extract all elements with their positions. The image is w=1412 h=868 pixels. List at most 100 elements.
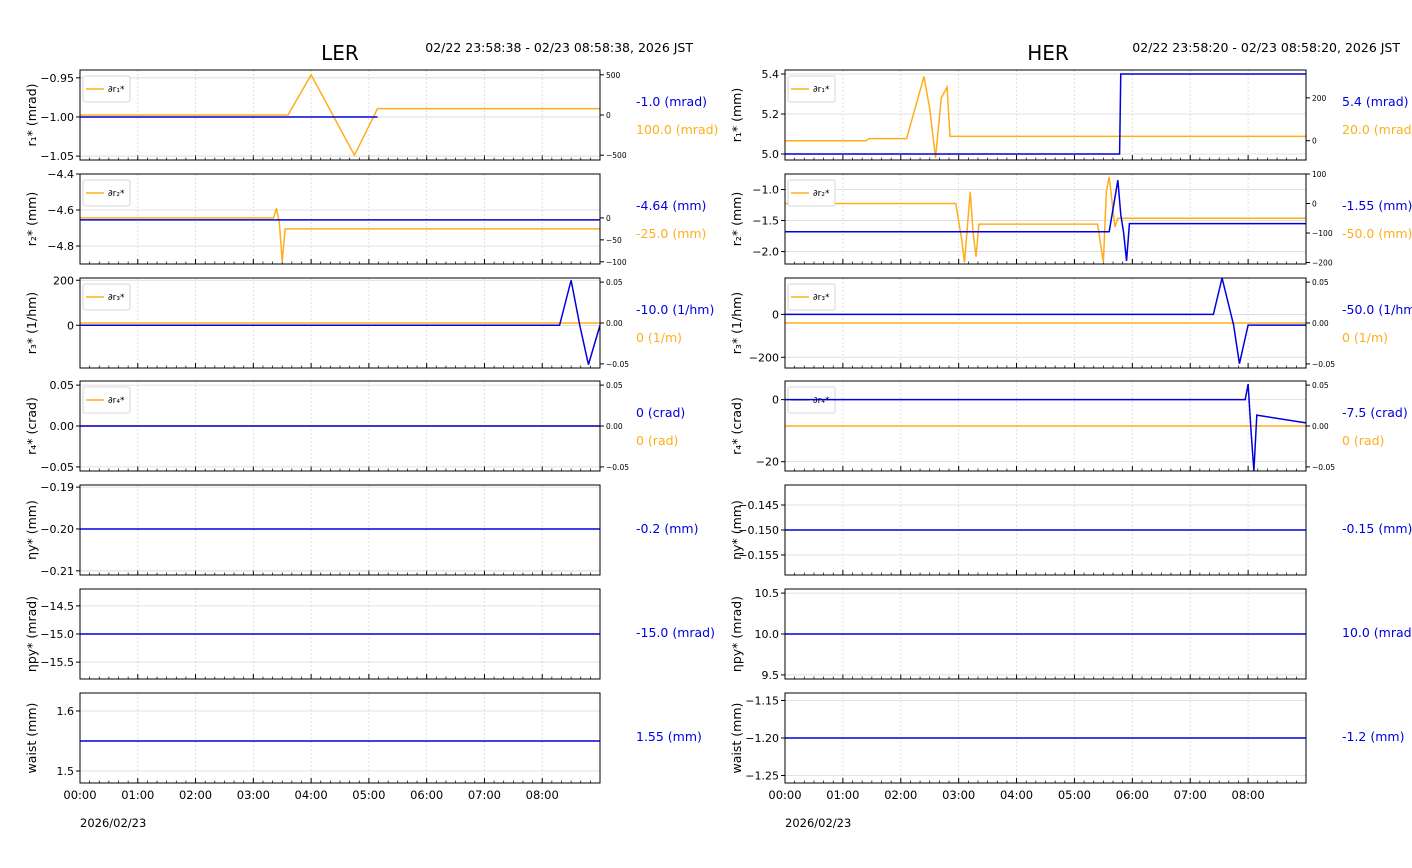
y-tick-label: −20	[756, 456, 779, 469]
primary-value-label: -1.2 (mm)	[1342, 729, 1404, 744]
legend-label: ∂r₂*	[108, 189, 125, 199]
panel-frame	[79, 277, 601, 369]
x-tick-label: 06:00	[410, 788, 443, 802]
panel-1: −4.8 −4.6 −4.4 −100 −50 0 ∂r₂* -25.0 (mm) -4.64 …	[24, 168, 706, 267]
y-tick-label: 0.00	[50, 420, 75, 433]
primary-series-line	[80, 280, 601, 365]
y-axis-label: r₂* (mm)	[729, 192, 744, 246]
panel-3: −20 0 −0.05 0.00 0.05 ∂r₄* 0 (rad) -7.5 (crad) r…	[729, 380, 1408, 472]
y-axis-label: waist (mm)	[729, 703, 744, 774]
y-axis-label: ηpy* (mrad)	[729, 596, 744, 672]
primary-series-line	[785, 180, 1306, 261]
panel-6: −1.25 −1.20 −1.15 -1.2 (mm) waist (mm)	[729, 692, 1404, 784]
y-axis-label: r₄* (crad)	[24, 397, 39, 455]
primary-value-label: 0 (crad)	[636, 405, 685, 420]
secondary-value-label: 0 (1/m)	[1342, 330, 1388, 345]
legend-label: ∂r₂*	[813, 189, 830, 199]
panel-2: −200 0 −0.05 0.00 0.05 ∂r₃* 0 (1/m) -50.0 (1/hm…	[729, 277, 1412, 369]
y-axis-label: ηy* (mm)	[24, 500, 39, 560]
date-label: 2026/02/23	[80, 816, 146, 830]
y-tick-label: −200	[749, 351, 779, 364]
y2-tick-label: −0.05	[606, 463, 629, 472]
panel-frame	[79, 69, 601, 161]
y2-tick-label: −50	[606, 236, 622, 245]
y2-tick-label: 0	[1312, 200, 1317, 209]
legend: ∂r₃*	[82, 283, 131, 311]
panel-6: 1.5 1.6 1.55 (mm) waist (mm)	[24, 692, 702, 784]
panel-frame	[784, 277, 1307, 369]
y2-tick-label: 500	[606, 71, 621, 80]
x-tick-label: 04:00	[295, 788, 328, 802]
primary-value-label: 5.4 (mrad)	[1342, 94, 1409, 109]
y-tick-label: −4.4	[47, 168, 74, 181]
y-tick-label: 10.5	[755, 587, 780, 600]
y2-tick-label: −100	[606, 258, 627, 267]
panel-3: −0.05 0.00 0.05 −0.05 0.00 0.05 ∂r₄* 0 (rad) 0 (…	[24, 379, 685, 474]
y-axis-label: r₂* (mm)	[24, 192, 39, 246]
legend-label: ∂r₁*	[108, 85, 125, 95]
secondary-value-label: -25.0 (mm)	[636, 226, 706, 241]
primary-value-label: -7.5 (crad)	[1342, 405, 1408, 420]
primary-value-label: -1.0 (mrad)	[636, 94, 707, 109]
y2-tick-label: 0.05	[1312, 381, 1329, 390]
legend-box	[82, 386, 131, 414]
y-tick-label: −2.0	[752, 246, 779, 259]
y-tick-label: 5.4	[762, 68, 780, 81]
y-tick-label: −4.6	[47, 204, 74, 217]
y2-tick-label: 0.05	[606, 278, 623, 287]
panel-frame	[784, 380, 1307, 472]
x-tick-label: 05:00	[352, 788, 385, 802]
y-tick-label: 9.5	[762, 669, 780, 682]
y-axis-label: r₃* (1/hm)	[729, 292, 744, 354]
time-range-label: 02/22 23:58:20 - 02/23 08:58:20, 2026 JS…	[1132, 40, 1400, 55]
y2-tick-label: 0.00	[606, 319, 623, 328]
primary-series-line	[785, 277, 1306, 364]
secondary-value-label: 0 (rad)	[1342, 433, 1384, 448]
x-tick-label: 03:00	[237, 788, 270, 802]
y2-tick-label: −500	[606, 151, 627, 160]
legend-box	[787, 283, 836, 311]
y-tick-label: −0.05	[40, 461, 74, 474]
y-tick-label: −14.5	[40, 600, 74, 613]
y-tick-label: 10.0	[755, 628, 780, 641]
panel-0: −1.05 −1.00 −0.95 −500 0 500 ∂r₁* 100.0 (mrad) -…	[24, 69, 718, 163]
primary-value-label: -0.2 (mm)	[636, 521, 698, 536]
x-tick-label: 01:00	[121, 788, 154, 802]
y-tick-label: 0	[772, 308, 779, 321]
legend-label: ∂r₃*	[813, 293, 830, 303]
primary-series-line	[785, 73, 1306, 155]
y-tick-label: −0.145	[738, 499, 779, 512]
chart-title: HER	[1027, 41, 1069, 65]
primary-value-label: -4.64 (mm)	[636, 198, 706, 213]
y-tick-label: 0	[772, 394, 779, 407]
y-axis-label: r₄* (crad)	[729, 397, 744, 455]
y-axis-label: ηy* (mm)	[729, 500, 744, 560]
x-tick-label: 02:00	[179, 788, 212, 802]
primary-value-label: -10.0 (1/hm)	[636, 302, 714, 317]
panel-2: 0 200 −0.05 0.00 0.05 ∂r₃* 0 (1/m) -10.0 (1/hm)…	[24, 274, 714, 369]
y-tick-label: −1.20	[745, 732, 779, 745]
y-axis-label: r₁* (mrad)	[24, 83, 39, 146]
primary-value-label: -0.15 (mm)	[1342, 521, 1412, 536]
y-tick-label: −15.5	[40, 656, 74, 669]
legend: ∂r₁*	[82, 75, 131, 103]
panel-frame	[79, 173, 601, 265]
y-axis-label: waist (mm)	[24, 703, 39, 774]
x-tick-label: 04:00	[1000, 788, 1033, 802]
secondary-value-label: -50.0 (mm)	[1342, 226, 1412, 241]
y-tick-label: 1.6	[57, 705, 75, 718]
panel-frame	[784, 69, 1307, 161]
legend-label: ∂r₄*	[813, 396, 830, 406]
x-tick-label: 07:00	[1174, 788, 1207, 802]
secondary-value-label: 100.0 (mrad)	[636, 122, 718, 137]
date-label: 2026/02/23	[785, 816, 851, 830]
primary-value-label: 1.55 (mm)	[636, 729, 702, 744]
panel-4: −0.155 −0.150 −0.145 -0.15 (mm) ηy* (mm)	[729, 484, 1412, 576]
legend-label: ∂r₃*	[108, 293, 125, 303]
panel-frame	[79, 692, 601, 784]
y-tick-label: 0.05	[50, 379, 75, 392]
y-tick-label: −15.0	[40, 628, 74, 641]
y2-tick-label: 0.00	[1312, 319, 1329, 328]
panel-frame	[784, 173, 1307, 265]
